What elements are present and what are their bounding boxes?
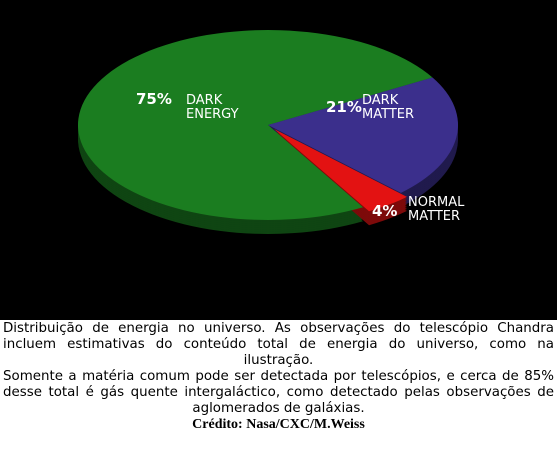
pie-slice <box>78 29 433 220</box>
chart <box>78 29 459 235</box>
category-label: DARK MATTER <box>362 93 414 122</box>
caption-paragraph: Distribuição de energia no universo. As … <box>3 321 554 368</box>
caption-paragraph: Somente a matéria comum pode ser detecta… <box>3 369 554 416</box>
pie-slice <box>268 77 459 193</box>
category-label: DARK ENERGY <box>186 93 239 122</box>
value-label: 75% <box>136 90 172 108</box>
chart-area: 75% DARK ENERGY 21% DARK MATTER 4% NORMAL MAT… <box>0 0 557 320</box>
credit: Crédito: Nasa/CXC/M.Weiss <box>192 417 365 432</box>
category-label: NORMAL MATTER <box>408 195 465 224</box>
value-label: 21% <box>326 98 362 116</box>
caption: Distribuição de energia no universo. As … <box>3 321 554 433</box>
value-label: 4% <box>372 202 398 220</box>
pie-slice <box>274 128 407 212</box>
